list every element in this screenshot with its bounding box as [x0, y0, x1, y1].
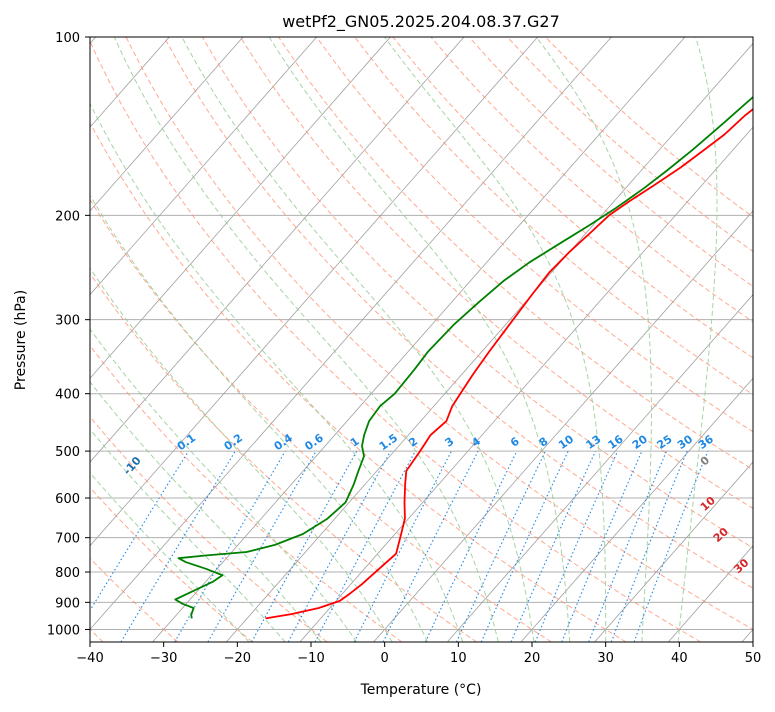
y-tick-label: 600	[55, 492, 80, 507]
x-tick-label: −20	[224, 651, 251, 666]
y-tick-label: 300	[55, 314, 80, 329]
x-axis-label: Temperature (°C)	[360, 682, 482, 698]
x-tick-label: 10	[450, 651, 467, 666]
chart-title: wetPf2_GN05.2025.204.08.37.G27	[282, 12, 560, 32]
x-tick-label: −10	[297, 651, 324, 666]
y-tick-label: 700	[55, 532, 80, 547]
x-tick-label: −30	[150, 651, 177, 666]
x-tick-label: 50	[745, 651, 762, 666]
y-tick-label: 900	[55, 596, 80, 611]
x-tick-label: 30	[597, 651, 614, 666]
x-tick-label: −40	[76, 651, 103, 666]
y-axis-label: Pressure (hPa)	[13, 290, 29, 390]
x-tick-label: 0	[381, 651, 389, 666]
y-tick-label: 1000	[47, 623, 80, 638]
x-tick-label: 40	[671, 651, 688, 666]
y-tick-label: 500	[55, 445, 80, 460]
y-tick-label: 400	[55, 388, 80, 403]
y-tick-label: 200	[55, 209, 80, 224]
y-tick-label: 100	[55, 31, 80, 46]
x-tick-label: 20	[524, 651, 541, 666]
y-tick-label: 800	[55, 566, 80, 581]
